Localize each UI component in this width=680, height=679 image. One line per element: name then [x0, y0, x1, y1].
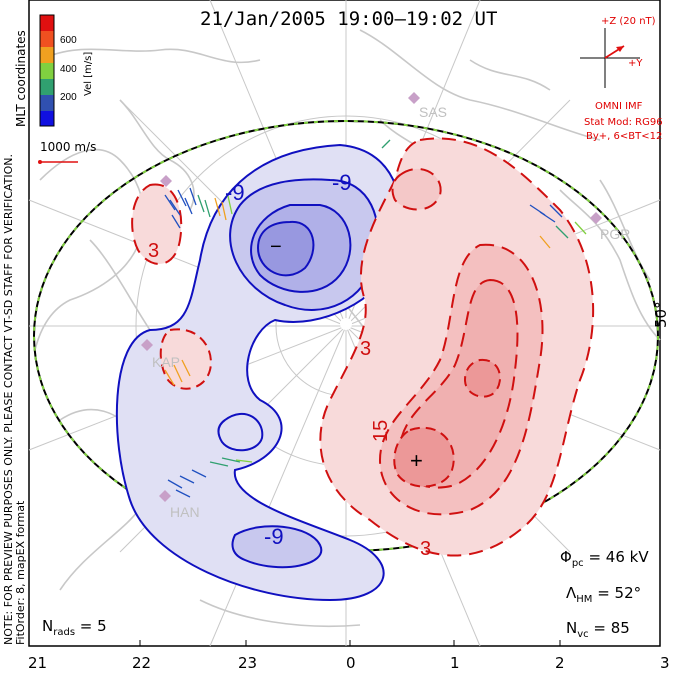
neg-contour-small: [217, 413, 264, 452]
velocity-scale-dot: [38, 160, 42, 164]
mlt-tick-1: 1: [450, 654, 460, 672]
pos-contour-dusk: [131, 183, 183, 265]
contour-label-pos-b: 3: [360, 338, 372, 360]
station-label-pgr: PGR: [600, 226, 631, 242]
station-label-kap: KAP: [152, 354, 181, 370]
plot-frame: [28, 0, 661, 647]
station-label-sas: SAS: [419, 104, 448, 120]
colorbar-label: Vel [m/s]: [83, 51, 94, 96]
contour-label-neg-c: -9: [264, 524, 284, 549]
imf-model-cond: By+, 6<BT<12: [586, 131, 663, 142]
mlt-tick-0: 0: [346, 654, 356, 672]
contour-label-pos-15: 15: [370, 419, 392, 442]
map-title: 21/Jan/2005 19:00–19:02 UT: [200, 8, 498, 30]
mlt-tick-21: 21: [28, 654, 48, 672]
pos-contour-inner-b: [393, 426, 455, 488]
pos-contour-inner-a: [463, 358, 501, 398]
contour-label-pos-a: 3: [148, 240, 160, 262]
velocity-scale-label: 1000 m/s: [40, 140, 97, 154]
imf-model: Stat Mod: RG96: [584, 117, 663, 128]
station-label-han: HAN: [170, 504, 200, 520]
colorbar-tick-400: 400: [60, 64, 77, 75]
contour-label-pos-c: 3: [420, 538, 432, 560]
stat-nvc: Nvc = 85: [566, 619, 630, 640]
hm-boundary-dash: [33, 120, 659, 552]
colorbar: [39, 14, 55, 127]
latitude-label: 50°: [652, 301, 670, 328]
mlt-tick-22: 22: [132, 654, 152, 672]
imf-z-label: +Z (20 nT): [601, 16, 656, 27]
mlt-tick-marks: [139, 640, 561, 646]
contour-label-neg-b: -9: [332, 170, 352, 195]
imf-vector-head: [616, 46, 624, 52]
contour-min-marker: −: [270, 236, 282, 258]
stat-nrads: Nrads = 5: [42, 617, 107, 638]
stat-lambda-hm: ΛHM = 52°: [566, 584, 642, 605]
coords-label: MLT coordinates: [14, 30, 28, 127]
neg-contour-lower: [231, 525, 323, 569]
colorbar-tick-200: 200: [60, 92, 77, 103]
fit-order-note: FitOrder: 8, mapEX format: [14, 500, 27, 645]
positive-cell: [131, 137, 595, 557]
pole-marker: [340, 318, 352, 330]
contour-max-marker: +: [410, 448, 423, 473]
neg-contour-4: [256, 220, 315, 277]
contour-label-neg-a: -9: [225, 180, 245, 205]
imf-source: OMNI IMF: [595, 101, 643, 112]
stat-phi-pc: Φpc = 46 kV: [560, 548, 649, 569]
mlt-tick-3: 3: [660, 654, 670, 672]
mlt-tick-23: 23: [238, 654, 258, 672]
negative-cell: [115, 143, 403, 602]
mlt-tick-2: 2: [555, 654, 565, 672]
radar-stations: [141, 92, 602, 502]
pos-contour-top: [391, 168, 442, 211]
velocity-vectors: [164, 139, 587, 498]
pos-contour-kap: [159, 328, 212, 390]
colorbar-tick-600: 600: [60, 35, 77, 46]
imf-y-label: +Y: [628, 58, 643, 69]
